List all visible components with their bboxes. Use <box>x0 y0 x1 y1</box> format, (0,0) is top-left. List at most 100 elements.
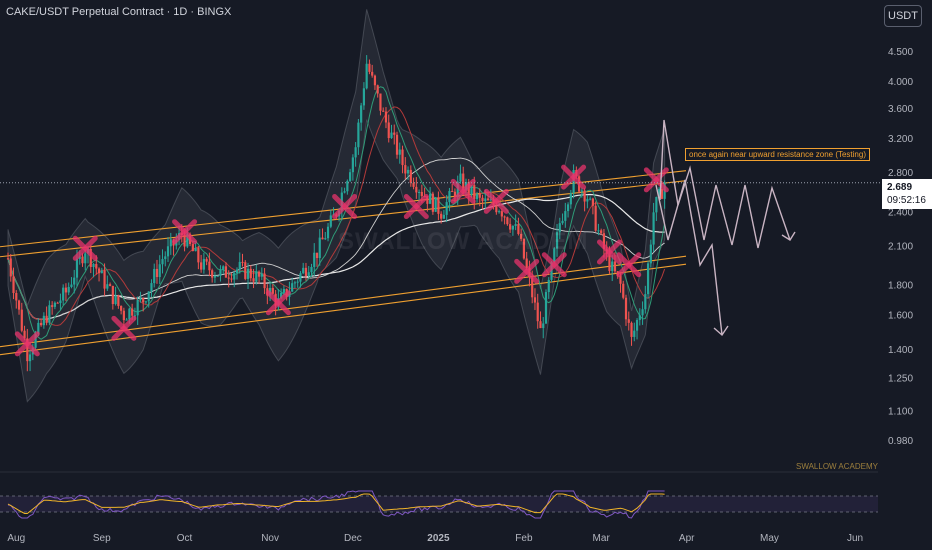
candle-body <box>166 246 170 257</box>
candle <box>583 188 586 212</box>
candle <box>417 189 421 203</box>
candle-body <box>655 196 658 213</box>
candle-body <box>62 287 65 301</box>
cross-stroke <box>596 239 622 265</box>
candle-body <box>409 169 412 183</box>
candle <box>249 265 252 282</box>
candle <box>511 225 514 236</box>
candle-body <box>365 63 368 89</box>
candle <box>569 189 572 209</box>
candle <box>470 185 473 198</box>
candle-body <box>434 197 437 212</box>
candle <box>89 245 92 274</box>
candle <box>354 142 357 167</box>
candle <box>200 254 203 273</box>
candle-body <box>630 322 633 337</box>
candle <box>362 82 366 110</box>
candle-body <box>478 193 481 198</box>
candle <box>125 317 128 321</box>
candle-body <box>23 330 26 339</box>
cross-stroke <box>541 252 567 278</box>
candle-body <box>120 305 123 311</box>
candle <box>144 300 148 305</box>
candle <box>379 93 382 116</box>
last-price: 2.689 <box>887 182 913 193</box>
candle-body <box>542 323 545 329</box>
resistance-annotation: once again near upward resistance zone (… <box>685 148 870 161</box>
candle <box>302 262 305 275</box>
candle <box>56 301 59 304</box>
cross-stroke <box>483 188 509 214</box>
candle <box>235 267 239 280</box>
candle <box>539 311 542 329</box>
candle <box>224 262 228 278</box>
candle <box>6 252 10 260</box>
candle <box>401 145 404 174</box>
candle-body <box>34 333 37 348</box>
cross-marker <box>14 331 40 357</box>
candle-body <box>437 197 440 214</box>
candle <box>12 267 15 300</box>
candle <box>70 277 73 289</box>
candle-body <box>246 268 250 279</box>
y-tick-label: 1.800 <box>888 281 913 292</box>
background-watermark: SWALLOW ACADEM <box>338 228 589 255</box>
candle <box>373 74 377 90</box>
y-tick-label: 1.600 <box>888 311 913 322</box>
candle-body <box>92 263 95 268</box>
candle-body <box>589 198 592 200</box>
candle-body <box>37 322 40 334</box>
candle <box>506 216 509 226</box>
candle-body <box>53 302 57 307</box>
candle-body <box>318 237 321 259</box>
candle <box>611 255 614 282</box>
chart-title: CAKE/USDT Perpetual Contract · 1D · BING… <box>6 6 232 18</box>
cross-stroke <box>332 194 358 220</box>
candle <box>241 253 244 267</box>
candle-body <box>539 321 542 329</box>
candle <box>591 197 594 215</box>
projection-arrow-up <box>781 231 796 241</box>
candle-body <box>497 211 501 213</box>
candle-body <box>442 214 446 219</box>
touch-markers <box>14 164 669 357</box>
candle <box>20 302 23 333</box>
candle <box>520 228 523 242</box>
candle-body <box>155 268 159 278</box>
candle-body <box>280 292 283 299</box>
candle-body <box>302 267 305 274</box>
candle-body <box>489 199 492 201</box>
candle-body <box>205 258 208 262</box>
candle-body <box>555 232 559 249</box>
candle-body <box>257 271 261 277</box>
candle-body <box>561 220 564 224</box>
candle <box>448 187 451 212</box>
candle-body <box>470 185 473 195</box>
cross-marker <box>403 194 429 220</box>
candle-body <box>404 165 407 174</box>
x-tick-label: 2025 <box>427 533 450 544</box>
candle-body <box>354 147 357 158</box>
candle <box>111 285 114 310</box>
candle-body <box>349 172 352 181</box>
candle <box>564 202 567 228</box>
candle-body <box>64 287 68 293</box>
candle <box>522 238 526 260</box>
y-tick-label: 2.100 <box>888 241 913 252</box>
candle-body <box>633 330 636 337</box>
candle <box>307 266 310 278</box>
candle-body <box>580 190 583 192</box>
candle <box>299 271 302 288</box>
candle-body <box>125 319 128 321</box>
candle <box>627 311 630 331</box>
candle <box>139 291 142 303</box>
candle <box>255 264 258 285</box>
candle-body <box>627 319 630 323</box>
candle-body <box>613 261 617 272</box>
cross-stroke <box>561 164 587 190</box>
candle <box>164 251 167 267</box>
candle <box>431 191 434 215</box>
currency-button[interactable]: USDT <box>884 5 922 27</box>
cross-marker <box>514 258 540 284</box>
